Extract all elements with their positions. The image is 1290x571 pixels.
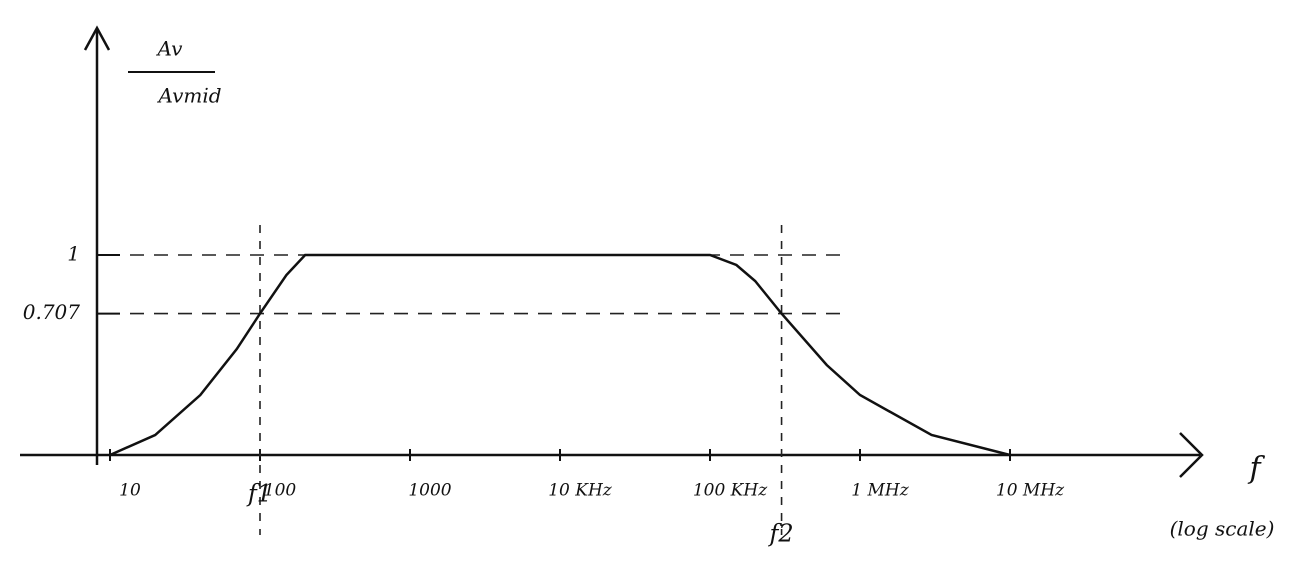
x-tick-label: 10 [119,481,141,501]
x-tick-label: 10 MHz [996,481,1065,501]
x-tick-label: 100 KHz [693,481,768,501]
annotation: f2 [767,520,793,548]
x-label: f [1247,451,1265,486]
x-axis-arrow [1179,432,1204,478]
annotation: f1 [246,480,272,508]
x-tick-label: 10 KHz [548,481,613,501]
y-tick-label: 0.707 [23,300,81,324]
y-label-numerator: Av [156,37,184,61]
x-label-note: (log scale) [1170,517,1275,541]
x-tick-label: 1 MHz [851,481,909,501]
x-tick-label: 1000 [408,481,451,501]
x-tick-label: 100 [264,481,297,501]
response-curve [109,253,1011,457]
y-axis-arrow [83,25,111,51]
y-label-denominator: Avmid [156,84,221,108]
y-tick-label: 1 [67,242,80,266]
